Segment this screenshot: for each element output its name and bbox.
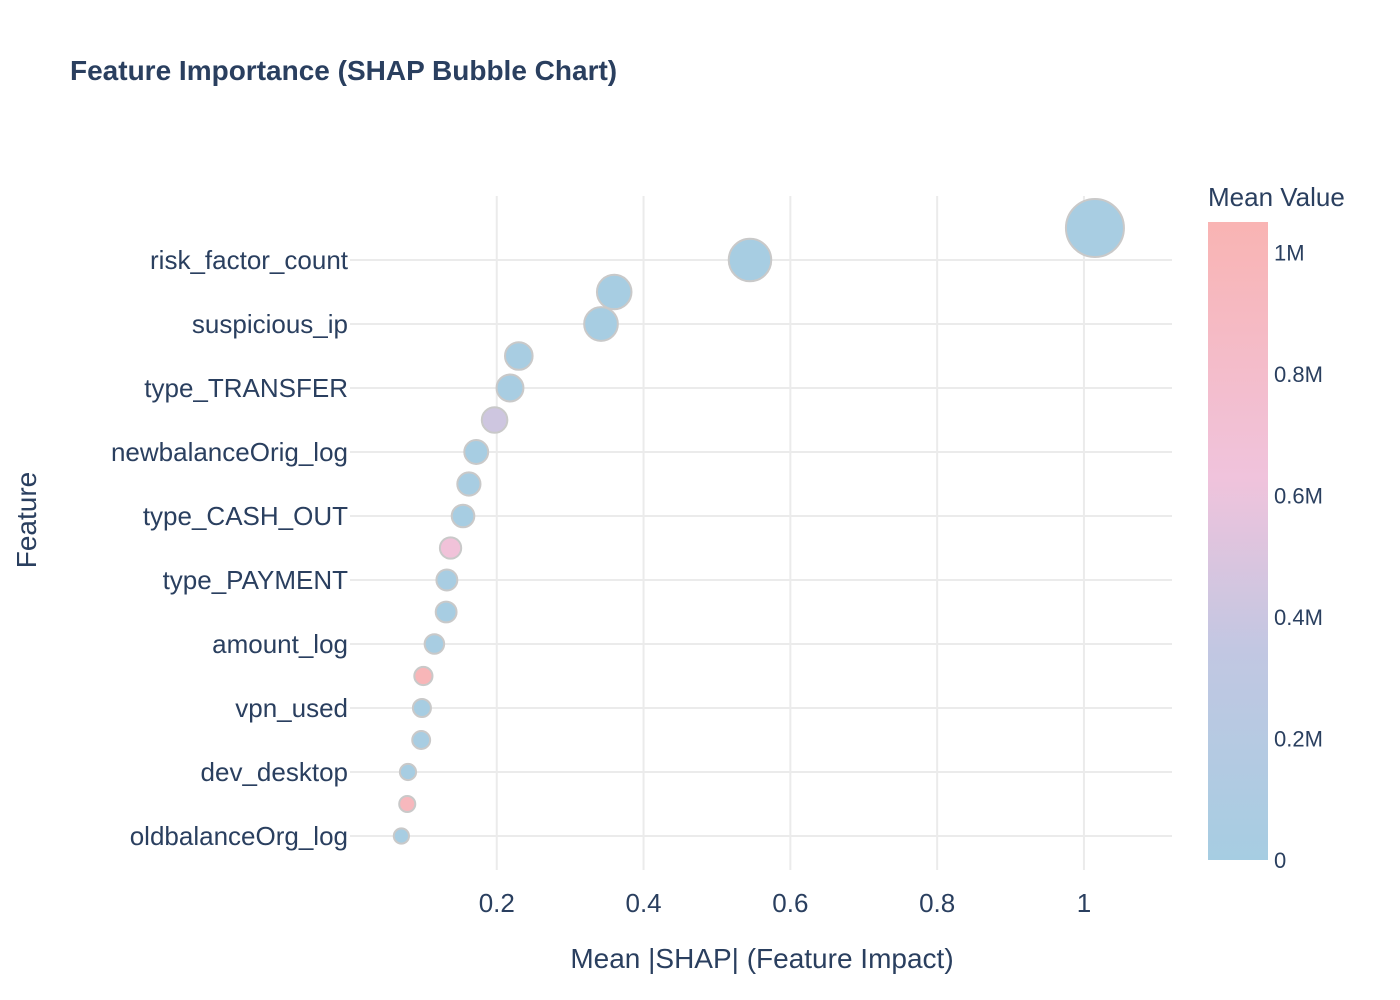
y-tick-label: newbalanceOrig_log	[111, 437, 348, 467]
bubble-point	[1064, 198, 1125, 258]
bubble-point	[411, 730, 432, 750]
bubble-point	[727, 237, 773, 283]
y-axis-title: Feature	[11, 472, 42, 569]
bubble-point	[438, 536, 463, 560]
bubble-point	[480, 406, 509, 434]
colorbar-title: Mean Value	[1208, 182, 1345, 212]
bubble-point	[595, 273, 633, 311]
bubble-point	[435, 568, 459, 592]
bubble-point	[434, 600, 458, 624]
colorbar-gradient	[1208, 222, 1268, 860]
colorbar-tick-label: 0.8M	[1274, 362, 1323, 387]
bubble-point	[463, 439, 490, 465]
colorbar-tick-label: 0	[1274, 848, 1286, 873]
tick-layer: 0.2 0.4 0.6 0.8 1 risk_factor_count suspicious…	[111, 245, 1091, 918]
x-tick-label: 0.8	[919, 888, 955, 918]
colorbar-tick-label: 0.4M	[1274, 605, 1323, 630]
bubble-point	[583, 306, 619, 342]
colorbar-ticks: 0 0.2M 0.4M 0.6M 0.8M 1M	[1274, 240, 1323, 873]
x-tick-label: 0.2	[479, 888, 515, 918]
bubble-point	[392, 827, 410, 845]
chart-title: Feature Importance (SHAP Bubble Chart)	[70, 55, 617, 86]
y-tick-label: amount_log	[212, 629, 348, 659]
y-tick-label: type_PAYMENT	[163, 565, 349, 595]
colorbar-tick-label: 1M	[1274, 240, 1305, 265]
colorbar-tick-label: 0.2M	[1274, 726, 1323, 751]
y-tick-label: dev_desktop	[201, 757, 348, 787]
bubble-point	[398, 794, 417, 814]
x-axis-title: Mean |SHAP| (Feature Impact)	[570, 943, 953, 974]
x-tick-label: 0.6	[772, 888, 808, 918]
bubble-point	[423, 633, 446, 655]
y-tick-label: suspicious_ip	[192, 309, 348, 339]
bubble-point	[450, 503, 476, 529]
y-tick-label: type_TRANSFER	[144, 373, 348, 403]
bubble-point	[413, 665, 434, 687]
colorbar: Mean Value 0 0.2M 0.4M 0.6M 0.8M 1M	[1208, 182, 1345, 873]
grid-layer	[350, 196, 1172, 870]
y-tick-label: risk_factor_count	[150, 245, 349, 275]
y-tick-label: type_CASH_OUT	[143, 501, 348, 531]
bubble-point	[503, 341, 534, 371]
bubble-point	[495, 373, 525, 403]
bubble-point	[411, 697, 432, 719]
bubble-point	[398, 762, 418, 782]
bubble-layer	[392, 198, 1125, 845]
colorbar-tick-label: 0.6M	[1274, 483, 1323, 508]
x-tick-label: 1	[1077, 888, 1091, 918]
bubble-point	[456, 471, 482, 497]
x-tick-label: 0.4	[625, 888, 661, 918]
y-tick-label: oldbalanceOrg_log	[130, 821, 348, 851]
y-tick-label: vpn_used	[235, 693, 348, 723]
